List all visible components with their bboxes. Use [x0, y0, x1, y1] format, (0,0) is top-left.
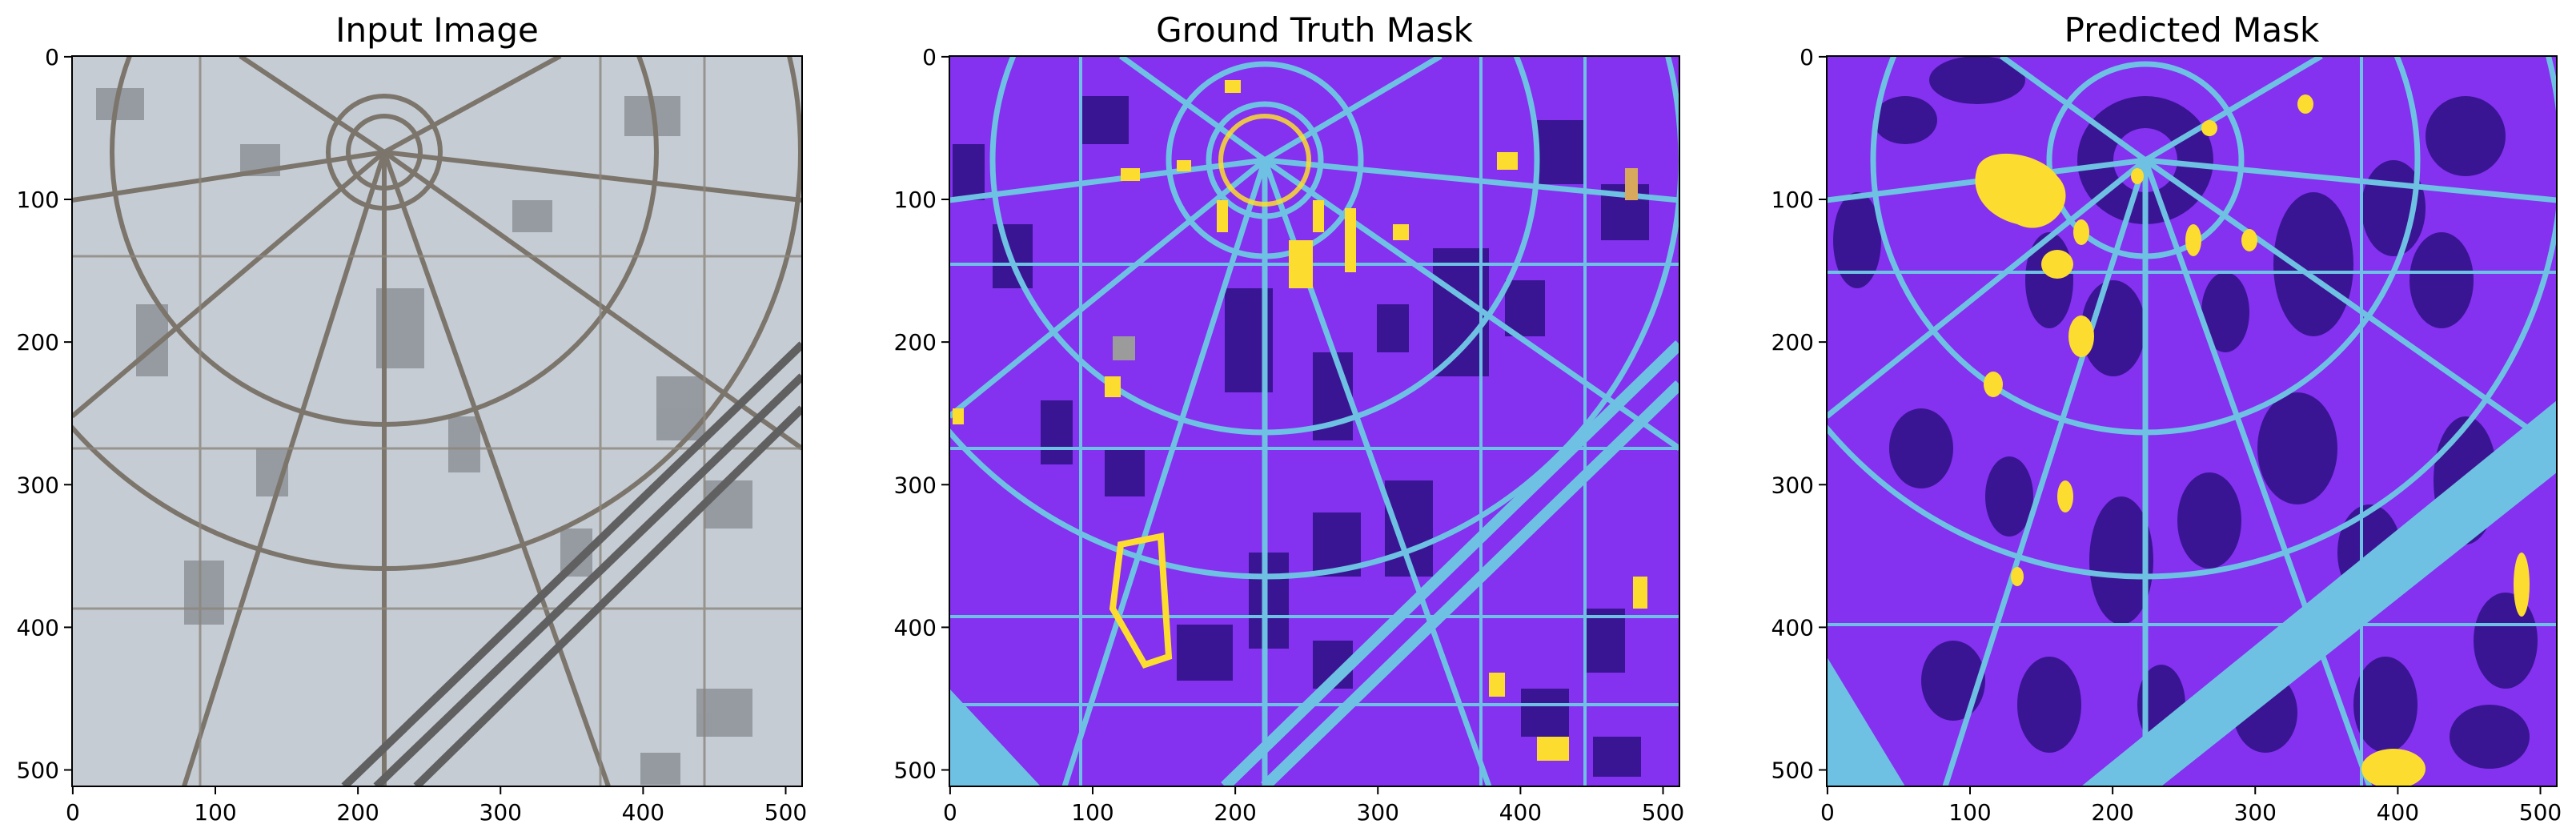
panel-axes: 0 100 200 300 400 500 0 100 200 300 400 500 [17, 44, 808, 826]
panel-title: Input Image [335, 10, 539, 50]
ground-truth-mask-image [949, 56, 1679, 786]
x-tick-label: 500 [2519, 799, 2562, 826]
x-tick-label: 400 [622, 799, 664, 826]
y-tick-label: 500 [894, 758, 937, 784]
x-tick-label: 300 [479, 799, 522, 826]
input-image [72, 56, 802, 786]
x-tick-label: 0 [66, 799, 80, 826]
y-tick-label: 300 [1772, 472, 1814, 498]
y-tick-label: 500 [1772, 758, 1814, 784]
x-tick-label: 500 [764, 799, 807, 826]
x-tick-label: 300 [1357, 799, 1399, 826]
x-tick-label: 400 [1499, 799, 1542, 826]
x-tick-label: 200 [336, 799, 379, 826]
x-tick-label: 0 [1820, 799, 1835, 826]
y-tick-label: 300 [17, 472, 59, 498]
panel-title: Ground Truth Mask [1156, 10, 1473, 50]
panel-predicted-mask: Predicted Mask [1826, 10, 2558, 787]
y-tick-label: 400 [17, 614, 59, 641]
y-tick-label: 400 [894, 614, 937, 641]
y-tick-label: 100 [17, 187, 59, 213]
x-tick-label: 300 [2234, 799, 2277, 826]
y-tick-label: 500 [17, 758, 59, 784]
y-tick-label: 0 [922, 44, 937, 70]
x-tick-label: 500 [1642, 799, 1684, 826]
x-tick-label: 100 [1071, 799, 1113, 826]
y-tick-label: 200 [894, 329, 937, 356]
predicted-mask-image [1827, 56, 2557, 786]
y-tick-label: 0 [45, 44, 59, 70]
panel-ground-truth-mask: Ground Truth Mask [949, 10, 1680, 787]
y-tick-label: 200 [1772, 329, 1814, 356]
y-tick-label: 100 [1772, 187, 1814, 213]
x-tick-label: 0 [943, 799, 957, 826]
y-tick-label: 400 [1772, 614, 1814, 641]
x-tick-label: 100 [194, 799, 236, 826]
y-tick-label: 200 [17, 329, 59, 356]
x-tick-label: 400 [2377, 799, 2419, 826]
y-tick-label: 100 [894, 187, 937, 213]
panel-title: Predicted Mask [2064, 10, 2320, 50]
y-tick-label: 0 [1800, 44, 1814, 70]
panel-input-image: Input Image [71, 10, 803, 787]
y-tick-label: 300 [894, 472, 937, 498]
x-tick-label: 200 [1214, 799, 1256, 826]
x-tick-label: 200 [2091, 799, 2133, 826]
x-tick-label: 100 [1948, 799, 1991, 826]
